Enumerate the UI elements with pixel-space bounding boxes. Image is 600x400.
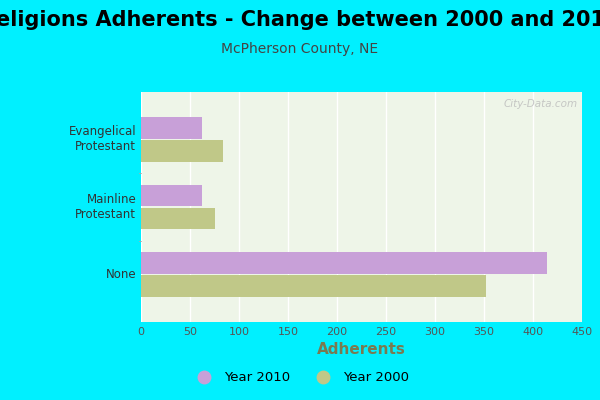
Bar <box>141 117 202 139</box>
Bar <box>141 185 202 206</box>
Bar <box>141 252 547 274</box>
Bar <box>141 140 223 162</box>
Text: McPherson County, NE: McPherson County, NE <box>221 42 379 56</box>
Bar <box>141 275 486 297</box>
Text: Religions Adherents - Change between 2000 and 2010: Religions Adherents - Change between 200… <box>0 10 600 30</box>
X-axis label: Adherents: Adherents <box>317 342 406 358</box>
Legend: Year 2010, Year 2000: Year 2010, Year 2000 <box>186 366 414 390</box>
Text: City-Data.com: City-Data.com <box>503 99 578 109</box>
Bar <box>141 208 215 229</box>
